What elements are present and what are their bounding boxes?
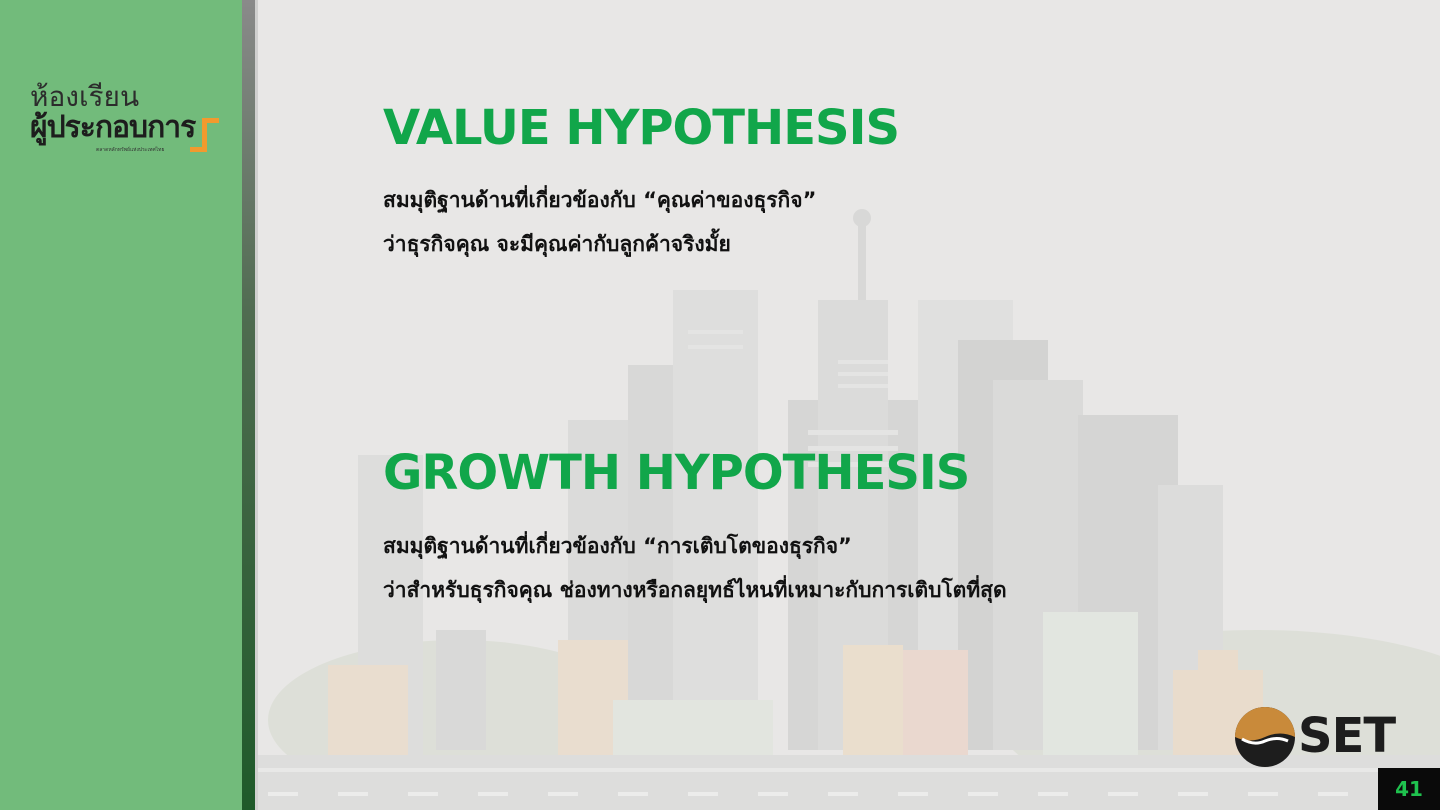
growth-hypothesis-heading: GROWTH HYPOTHESIS — [383, 445, 970, 501]
value-hypothesis-line2: ว่าธุรกิจคุณ จะมีคุณค่ากับลูกค้าจริงมั้ย — [383, 232, 731, 256]
cityscape-background — [258, 0, 1440, 810]
logo-accent-bar — [190, 147, 206, 152]
page-number: 41 — [1378, 768, 1440, 810]
growth-hypothesis-line2: ว่าสำหรับธุรกิจคุณ ช่องทางหรือกลยุทธ์ไหน… — [383, 578, 1007, 602]
value-hypothesis-line1: สมมุติฐานด้านที่เกี่ยวข้องกับ “คุณค่าของ… — [383, 188, 817, 212]
value-hypothesis-heading: VALUE HYPOTHESIS — [383, 100, 900, 156]
set-brand-text: SET — [1298, 708, 1396, 764]
logo-line2: ผู้ประกอบการ — [30, 110, 196, 145]
set-logo: SET — [1234, 706, 1410, 768]
set-emblem-icon — [1235, 707, 1295, 767]
sidebar-panel — [0, 0, 242, 810]
classroom-logo: ห้องเรียน ผู้ประกอบการ ตลาดหลักทรัพย์แห่… — [30, 82, 230, 162]
logo-line1: ห้องเรียน — [30, 80, 140, 113]
logo-accent-bar — [205, 118, 219, 123]
logo-accent-bar — [202, 118, 207, 152]
sidebar-edge — [242, 0, 258, 810]
logo-tagline: ตลาดหลักทรัพย์แห่งประเทศไทย — [96, 147, 165, 153]
growth-hypothesis-line1: สมมุติฐานด้านที่เกี่ยวข้องกับ “การเติบโต… — [383, 534, 852, 558]
